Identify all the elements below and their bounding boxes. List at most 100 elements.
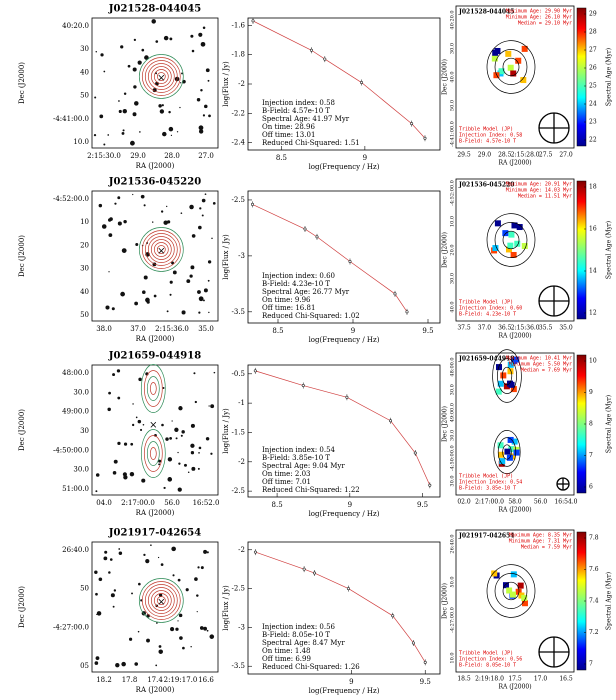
data-point <box>405 310 409 314</box>
age-pixel <box>507 242 514 249</box>
source-dot <box>204 104 208 109</box>
data-point <box>315 235 319 239</box>
contour <box>140 364 166 413</box>
source-dot <box>155 664 158 667</box>
y-tick-label: -3 <box>238 252 245 260</box>
x-tick-label: 8.5 <box>272 501 283 509</box>
x-tick-label: 9.5 <box>417 501 428 509</box>
source-dot <box>190 646 192 648</box>
colorbar-tick-label: 7 <box>589 452 593 459</box>
source-dot <box>137 419 142 424</box>
data-point <box>251 202 255 206</box>
contour <box>492 349 522 403</box>
source-dot <box>95 473 100 477</box>
fit-annotation: Spectral Age: 8.47 Myr <box>262 639 345 647</box>
image-y-tick: 30 <box>80 265 89 273</box>
source-dot <box>208 114 211 118</box>
fit-annotation: On time: 28.96 <box>262 123 315 131</box>
source-dot <box>171 546 176 552</box>
source-dot <box>172 574 175 577</box>
y-axis-label: log(Flux / Jy) <box>222 408 230 454</box>
model-fit <box>252 204 408 313</box>
source-dot <box>107 134 110 136</box>
map-y-tick: 10.0 <box>450 652 456 663</box>
source-dot <box>123 92 127 96</box>
source-dot <box>153 294 157 298</box>
age-pixel <box>495 388 502 395</box>
data-point <box>301 384 305 388</box>
age-pixel <box>500 372 507 379</box>
age-pixel <box>505 246 512 253</box>
age-pixel <box>498 451 505 458</box>
contour <box>143 435 163 472</box>
map-x-label: RA (J2000) <box>498 160 531 167</box>
source-dot <box>196 594 199 597</box>
source-dot <box>118 548 121 550</box>
source-dot <box>205 68 210 73</box>
x-tick-label: 9 <box>348 501 352 509</box>
age-pixel <box>502 230 509 237</box>
colorbar-tick-label: 10 <box>589 358 597 365</box>
source-dot <box>142 290 146 294</box>
map-y-tick: 30.0 <box>450 475 456 486</box>
source-dot <box>121 661 126 667</box>
image-x-tick: 2:17:00.0 <box>121 499 155 507</box>
core-marker: × <box>157 246 165 257</box>
source-dot <box>211 237 213 240</box>
image-y-tick: 30 <box>80 427 89 435</box>
colorbar-tick-label: 18 <box>589 184 597 191</box>
source-dot <box>200 89 203 92</box>
data-point <box>428 483 432 487</box>
source-dot <box>178 613 183 618</box>
source-dot <box>134 301 139 306</box>
source-dot <box>145 559 150 564</box>
fit-annotation: Injection index: 0.60 <box>262 272 335 280</box>
map-model: Tribble Model (JP) <box>459 474 513 480</box>
map-y-tick: 40:20.0 <box>450 10 456 29</box>
map-stat: Maximum Age: 29.90 Myr <box>506 9 572 15</box>
source-dot <box>94 661 99 665</box>
colorbar-tick-label: 7.2 <box>589 629 599 636</box>
source-dot <box>189 274 193 278</box>
source-dot <box>141 478 146 483</box>
source-dot <box>181 72 183 75</box>
map-stat: Median = 11.51 Myr <box>518 194 572 200</box>
fit-annotation: Spectral Age: 41.97 Myr <box>262 115 350 123</box>
source-dot <box>162 131 167 137</box>
source-dot <box>185 588 189 592</box>
map-x-tick: 27.5 <box>539 152 553 159</box>
map-x-tick: 36.5 <box>498 325 512 332</box>
source-dot <box>178 462 181 465</box>
source-dot <box>207 260 212 264</box>
age-pixel <box>498 68 505 75</box>
age-pixel <box>491 570 498 577</box>
source-dot <box>179 636 183 640</box>
source-dot <box>95 656 100 661</box>
age-pixel <box>494 220 501 227</box>
data-point <box>348 259 352 263</box>
x-tick-label: 9 <box>363 154 367 162</box>
map-x-tick: 28.5 <box>498 152 512 159</box>
age-pixel <box>521 600 528 607</box>
image-x-label: RA (J2000) <box>136 335 175 343</box>
source-dot <box>114 202 117 205</box>
source-dot <box>181 310 186 315</box>
x-axis-label: log(Frequency / Hz) <box>309 163 380 171</box>
colorbar-tick-label: 12 <box>589 310 597 317</box>
image-y-tick: 05 <box>80 662 89 670</box>
source-dot <box>191 466 196 471</box>
age-pixel <box>497 380 504 387</box>
image-y-tick: 26:40.0 <box>62 546 89 554</box>
source-dot <box>132 403 134 405</box>
map-model: Tribble Model (JP) <box>459 651 513 657</box>
source-dot <box>182 646 185 650</box>
source-dot <box>117 196 121 200</box>
age-pixel <box>494 47 501 54</box>
age-pixel <box>507 436 514 443</box>
source-dot <box>117 441 121 445</box>
image-y-tick: -4:52:00.0 <box>53 195 89 203</box>
source-dot <box>175 627 179 631</box>
age-pixel <box>516 224 523 231</box>
image-y-tick: 30 <box>80 45 89 53</box>
source-dot <box>166 220 171 224</box>
